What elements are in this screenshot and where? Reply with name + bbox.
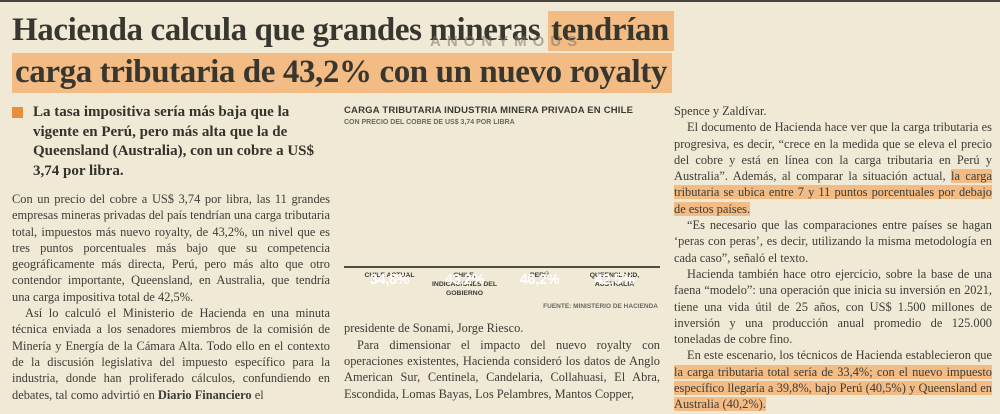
right-column: Spence y Zaldívar. El documento de Hacie…	[674, 103, 993, 413]
text-segment: la carga tributaria total sería de 33,4%…	[674, 364, 992, 412]
text-segment: tendrían	[548, 11, 674, 51]
chart-categories: CHILE ACTUAL CHILE, INDICACIONES DEL GOBI…	[344, 268, 660, 298]
left-column: La tasa impositiva sería más baja que la…	[12, 103, 330, 413]
chart-subtitle: CON PRECIO DEL COBRE DE US$ 3,74 POR LIB…	[344, 119, 515, 126]
chart-value-label: 42,5%	[594, 272, 635, 288]
text-segment: Así lo calculó el Ministerio de Hacienda…	[12, 306, 330, 402]
paragraph: Para dimensionar el impacto del nuevo ro…	[344, 337, 660, 402]
chart-value-label: 34,8%	[369, 272, 410, 288]
chart-category-label: CHILE, INDICACIONES DEL GOBIERNO	[432, 272, 497, 297]
chart-source: FUENTE: MINISTERIO DE HACIENDA	[543, 303, 658, 311]
lead-text: La tasa impositiva sería más baja que la…	[33, 104, 315, 179]
chart-category-label: QUEENSLAND, AUSTRALIA	[589, 272, 640, 288]
chart-category-label: CHILE ACTUAL	[364, 272, 415, 279]
text-segment: el	[251, 387, 264, 402]
text-segment: En este escenario, los técnicos de Hacie…	[687, 348, 992, 363]
text-segment: Hacienda también hace otro ejercicio, so…	[674, 266, 992, 347]
text-segment: Para dimensionar el impacto del nuevo ro…	[344, 337, 660, 401]
bar-chart: CARGA TRIBUTARIA INDUSTRIA MINERA PRIVAD…	[344, 105, 660, 310]
paragraph: “Es necesario que las comparaciones entr…	[674, 217, 992, 266]
paragraph: Hacienda también hace otro ejercicio, so…	[674, 266, 992, 347]
chart-title: CARGA TRIBUTARIA INDUSTRIA MINERA PRIVAD…	[344, 105, 634, 116]
paragraph: presidente de Sonami, Jorge Riesco.	[344, 320, 660, 336]
text-segment: carga tributaria de 43,2% con un nuevo r…	[12, 53, 672, 93]
text-segment: Hacienda calcula que grandes mineras	[12, 12, 549, 48]
paragraph: En este escenario, los técnicos de Hacie…	[674, 347, 992, 412]
headline-line2: carga tributaria de 43,2% con un nuevo r…	[12, 53, 672, 93]
article-headline: Hacienda calcula que grandes mineras ten…	[0, 2, 1000, 98]
headline-line1: Hacienda calcula que grandes mineras ten…	[12, 11, 674, 51]
chart-plot: 34,8% 43,2% 46,2% 42,5%	[344, 135, 660, 288]
chart-value-label: 46,2%	[519, 272, 560, 288]
text-segment: Con un precio del cobre a US$ 3,74 por l…	[12, 192, 330, 304]
paragraph: El documento de Hacienda hace ver que la…	[674, 119, 993, 217]
text-segment: Spence y Zaldívar.	[674, 104, 767, 118]
text-segment: Diario Financiero	[157, 387, 252, 402]
text-segment: presidente de Sonami, Jorge Riesco.	[344, 321, 524, 336]
paragraph: Así lo calculó el Ministerio de Hacienda…	[12, 305, 330, 403]
article-columns: La tasa impositiva sería más baja que la…	[0, 98, 1000, 413]
lead-paragraph: La tasa impositiva sería más baja que la…	[12, 103, 330, 181]
paragraph: Con un precio del cobre a US$ 3,74 por l…	[12, 191, 330, 305]
text-segment: El documento de Hacienda hace ver que la…	[674, 120, 992, 184]
middle-column: CARGA TRIBUTARIA INDUSTRIA MINERA PRIVAD…	[344, 103, 660, 413]
paragraph: Spence y Zaldívar.	[674, 103, 992, 119]
chart-category-label: PERÚ	[530, 272, 549, 279]
orange-bullet-square	[12, 107, 23, 118]
chart-value-label: 43,2%	[444, 272, 485, 288]
text-segment: “Es necesario que las comparaciones entr…	[674, 218, 992, 265]
